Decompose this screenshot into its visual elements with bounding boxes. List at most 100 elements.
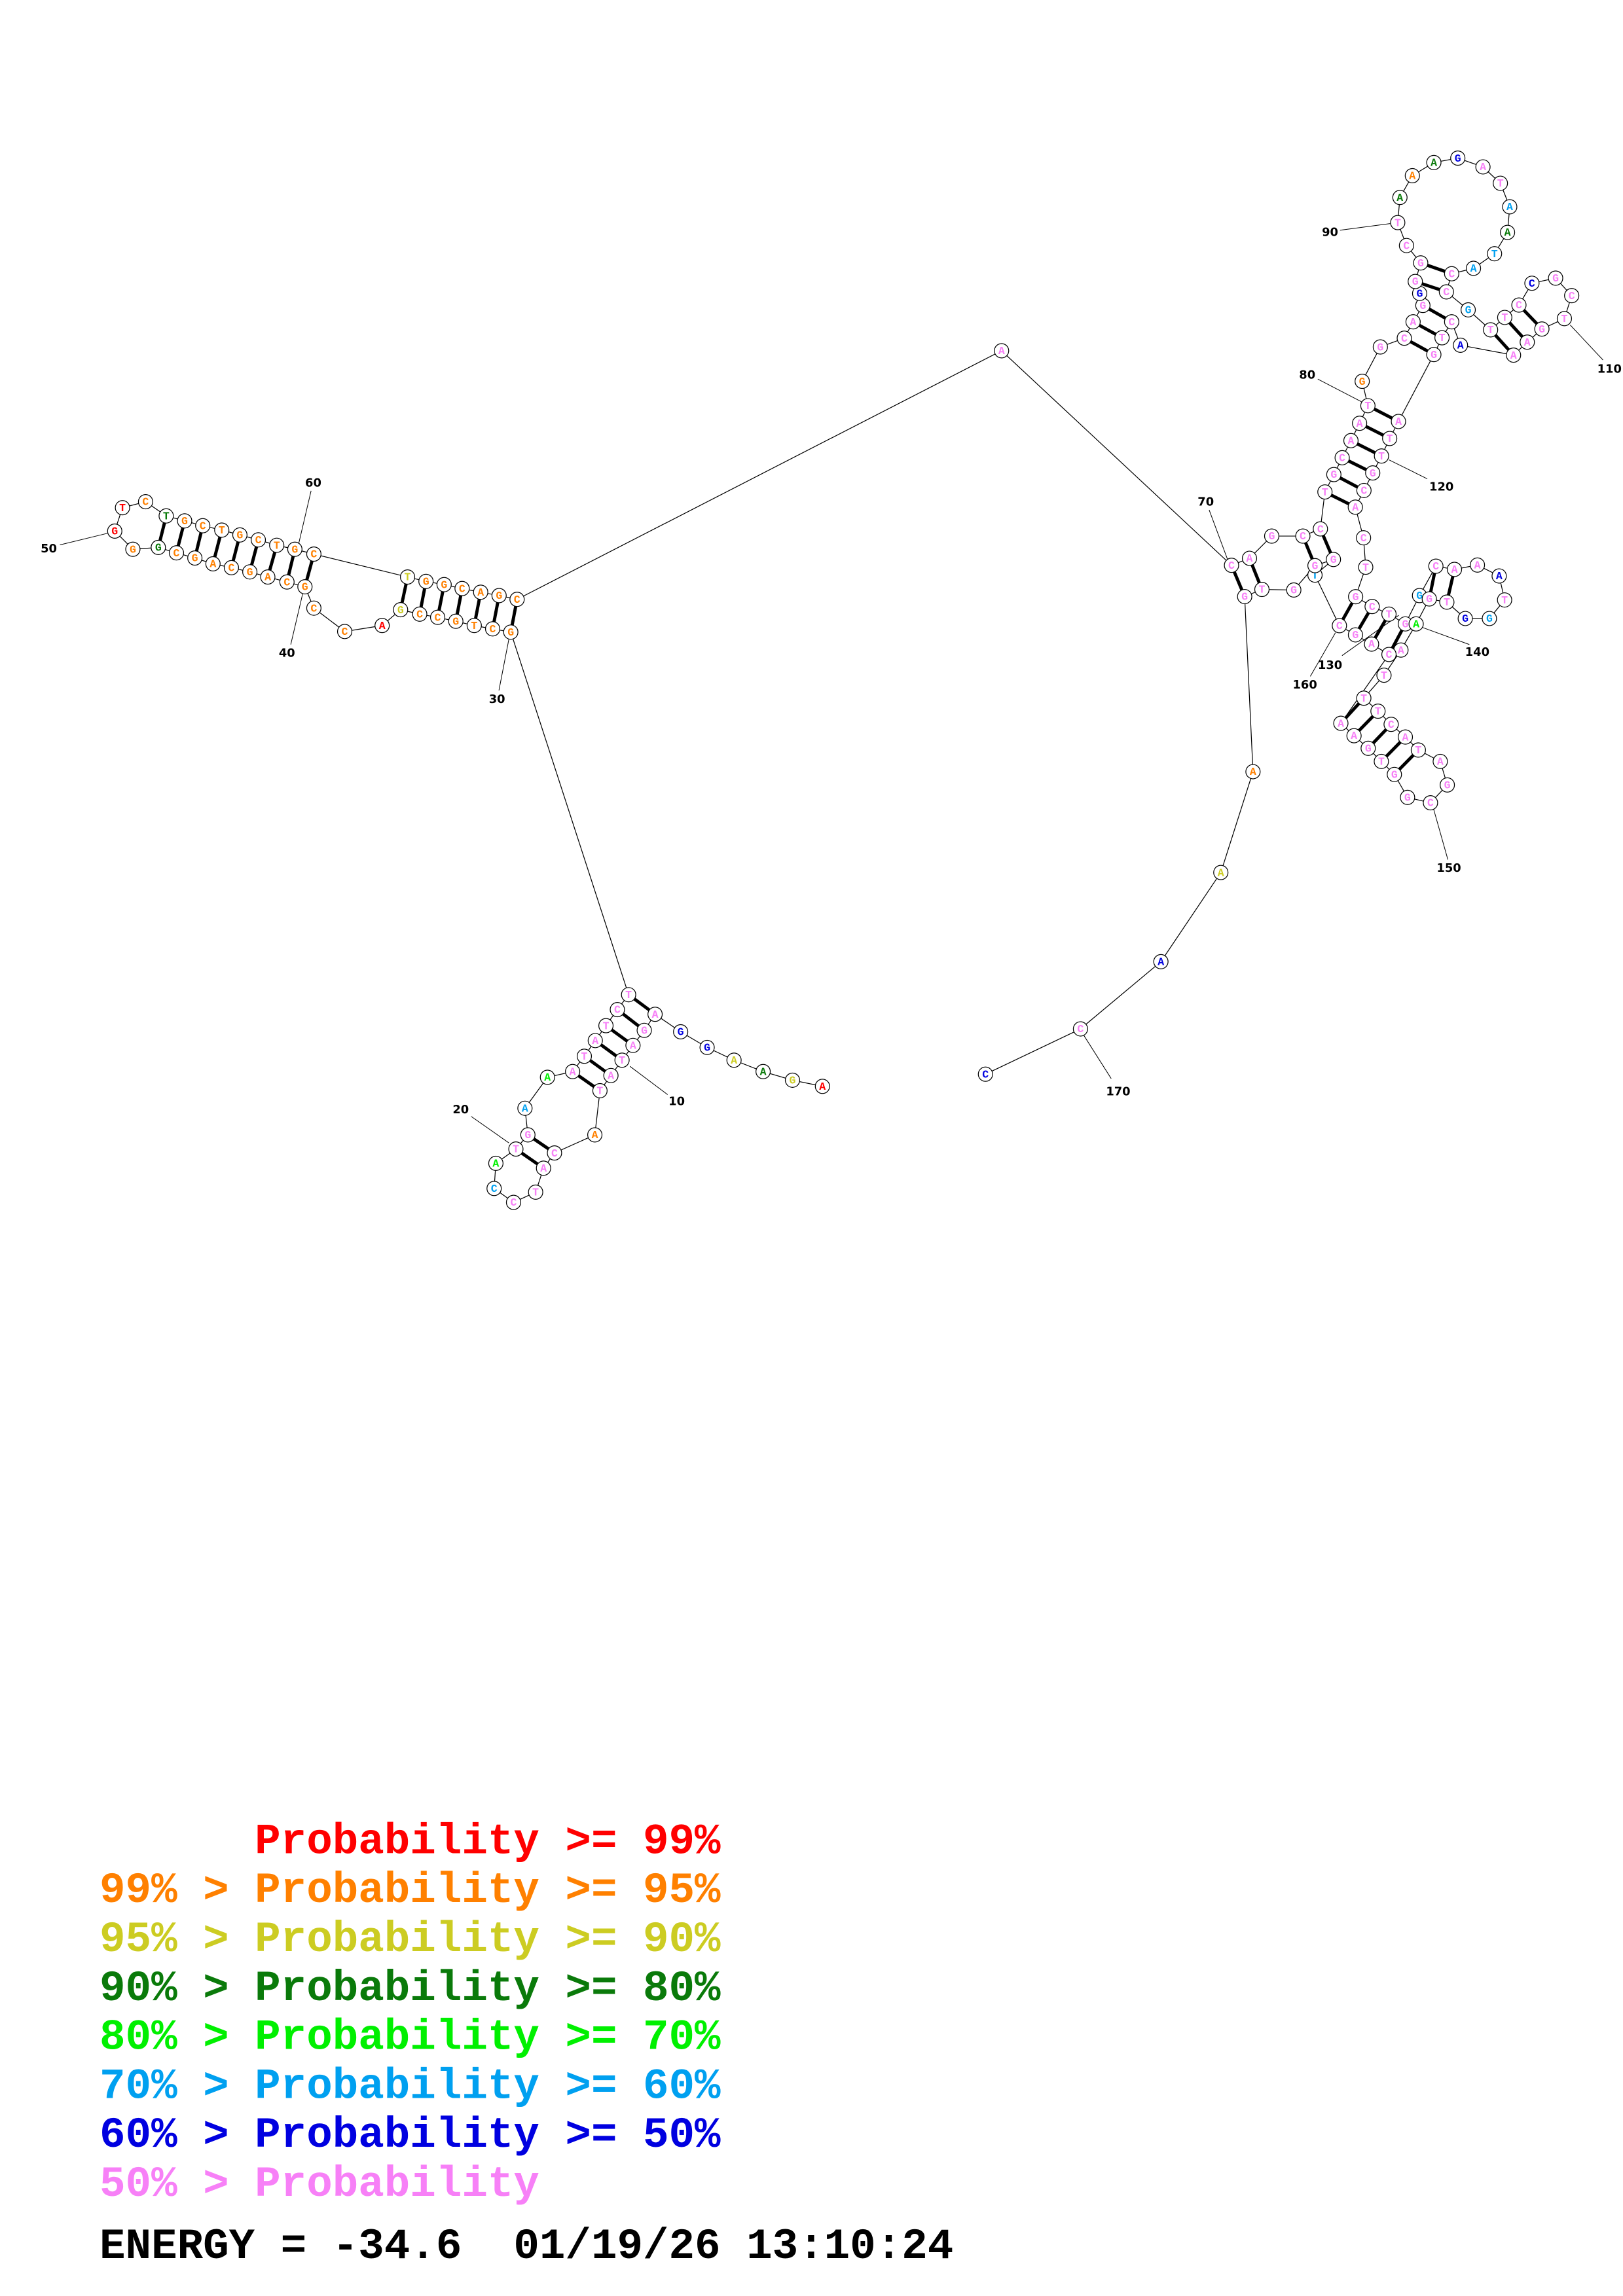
nucleotide: C: [1396, 331, 1412, 346]
base-pair-bond: [1321, 535, 1332, 554]
nucleotide-circle: [107, 523, 122, 539]
nucleotide-circle: [484, 621, 501, 637]
nucleotide: G: [1326, 552, 1341, 567]
nucleotide: G: [287, 541, 302, 557]
nucleotide-circle: [137, 494, 153, 510]
base-pair-bond: [1494, 334, 1510, 351]
nucleotide: A: [1245, 764, 1261, 780]
nucleotide: A: [625, 1037, 641, 1053]
nucleotide-letter: G: [1402, 618, 1409, 630]
nucleotide-circle: [1387, 766, 1402, 782]
nucleotide: G: [177, 513, 192, 529]
nucleotide: T: [1487, 246, 1503, 262]
nucleotide-letter: A: [592, 1129, 598, 1141]
nucleotide-letter: A: [1410, 316, 1416, 329]
nucleotide: A: [1506, 348, 1522, 363]
nucleotide-circle: [1520, 334, 1535, 350]
nucleotide: A: [1470, 557, 1486, 573]
nucleotide: C: [547, 1145, 562, 1161]
nucleotide-circle: [491, 588, 507, 603]
nucleotide: T: [614, 1052, 630, 1068]
nucleotide-circle: [1374, 753, 1389, 769]
nucleotide-circle: [1404, 168, 1420, 183]
nucleotide-circle: [279, 574, 295, 590]
nucleotide: G: [1348, 589, 1364, 605]
nucleotide-circle: [1254, 582, 1270, 598]
nucleotide: C: [1295, 528, 1311, 544]
nucleotide-circle: [1374, 448, 1389, 464]
nucleotide-letter: A: [1247, 552, 1253, 565]
nucleotide-letter: T: [1378, 756, 1385, 768]
nucleotide-circle: [1423, 795, 1438, 811]
nucleotide-circle: [1487, 246, 1503, 262]
nucleotide-letter: A: [1250, 766, 1256, 778]
nucleotide-circle: [1360, 740, 1376, 756]
nucleotide-letter: C: [1388, 719, 1395, 731]
nucleotide-letter: A: [477, 586, 484, 599]
nucleotide: C: [1364, 599, 1380, 615]
nucleotide: T: [1317, 484, 1333, 500]
nucleotide: C: [509, 592, 525, 607]
nucleotide: G: [187, 550, 203, 566]
nucleotide: T: [1358, 560, 1374, 575]
nucleotide-circle: [223, 560, 240, 575]
nucleotide-circle: [1347, 499, 1363, 515]
nucleotide-circle: [1548, 270, 1563, 286]
nucleotide: G: [699, 1039, 715, 1055]
nucleotide-letter: G: [130, 543, 136, 556]
nucleotide-circle: [1237, 588, 1252, 605]
nucleotide-letter: A: [1348, 435, 1355, 447]
nucleotide-circle: [547, 1145, 562, 1161]
base-pair-bond: [1410, 340, 1429, 353]
base-pair-bond: [176, 527, 185, 547]
nucleotide: T: [1497, 592, 1512, 608]
base-pair-bond: [1427, 263, 1446, 273]
nucleotide: A: [1352, 416, 1368, 431]
nucleotide: G: [1450, 151, 1466, 166]
nucleotide-circle: [1400, 789, 1415, 805]
nucleotide: A: [1466, 260, 1482, 276]
nucleotide: A: [756, 1064, 771, 1079]
nucleotide-circle: [1493, 175, 1508, 191]
nucleotide-circle: [756, 1064, 771, 1079]
nucleotide-letter: G: [1359, 376, 1366, 388]
nucleotide: T: [1376, 668, 1392, 683]
nucleotide-circle: [1356, 482, 1372, 498]
nucleotide: T: [1410, 742, 1426, 758]
nucleotide-letter: A: [492, 1158, 499, 1170]
position-label: 130: [1318, 658, 1342, 672]
nucleotide-letter: G: [1353, 591, 1359, 603]
nucleotide-letter: A: [1524, 336, 1531, 349]
nucleotide-letter: A: [1338, 717, 1344, 730]
nucleotide-circle: [151, 539, 166, 556]
base-pair-bond: [1508, 321, 1524, 338]
nucleotide: G: [418, 573, 434, 589]
base-pair-bond: [1347, 459, 1368, 471]
position-tick: [498, 639, 509, 691]
nucleotide-letter: G: [302, 581, 308, 594]
nucleotide-letter: G: [1377, 341, 1383, 353]
nucleotide-letter: C: [1529, 278, 1535, 290]
nucleotide: A: [1346, 728, 1362, 744]
nucleotide-circle: [587, 1033, 603, 1049]
nucleotide-circle: [412, 606, 428, 622]
nucleotide: A: [1153, 954, 1169, 969]
nucleotide-letter: G: [496, 590, 502, 602]
nucleotide-letter: A: [570, 1066, 576, 1078]
nucleotide-letter: G: [507, 626, 514, 639]
nucleotide-circle: [1343, 433, 1359, 448]
nucleotide-circle: [205, 556, 221, 572]
nucleotide: G: [1360, 740, 1376, 756]
nucleotide: A: [1343, 433, 1359, 448]
nucleotide: C: [505, 1194, 521, 1210]
nucleotide-circle: [1224, 558, 1239, 573]
nucleotide: C: [1356, 482, 1372, 498]
nucleotide: G: [1347, 627, 1363, 643]
nucleotide-circle: [1376, 668, 1392, 683]
nucleotide-letter: C: [1427, 797, 1434, 810]
nucleotide: A: [1347, 499, 1363, 515]
nucleotide-circle: [1355, 374, 1370, 389]
backbone-link: [1080, 961, 1161, 1030]
nucleotide-letter: G: [441, 579, 447, 591]
nucleotide-letter: C: [510, 1196, 517, 1209]
